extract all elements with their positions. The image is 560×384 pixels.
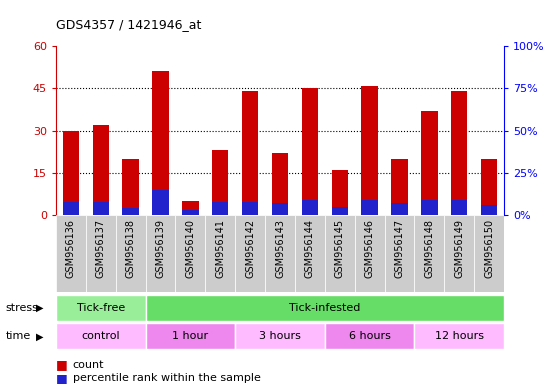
- Bar: [265, 215, 295, 292]
- Bar: [414, 215, 444, 292]
- Bar: [56, 323, 146, 349]
- Bar: [332, 207, 348, 215]
- Bar: [361, 200, 378, 215]
- Bar: [325, 215, 354, 292]
- Bar: [242, 202, 258, 215]
- Text: GSM956150: GSM956150: [484, 219, 494, 278]
- Bar: [212, 150, 228, 215]
- Bar: [212, 202, 228, 215]
- Bar: [123, 208, 139, 215]
- Bar: [451, 200, 468, 215]
- Text: Tick-free: Tick-free: [77, 303, 125, 313]
- Text: GSM956138: GSM956138: [125, 219, 136, 278]
- Text: GSM956140: GSM956140: [185, 219, 195, 278]
- Bar: [391, 203, 408, 215]
- Text: GSM956145: GSM956145: [335, 219, 345, 278]
- Text: GSM956143: GSM956143: [275, 219, 285, 278]
- Text: 6 hours: 6 hours: [349, 331, 390, 341]
- Bar: [175, 215, 206, 292]
- Bar: [63, 202, 79, 215]
- Bar: [361, 86, 378, 215]
- Bar: [272, 153, 288, 215]
- Bar: [146, 323, 235, 349]
- Bar: [481, 205, 497, 215]
- Bar: [272, 203, 288, 215]
- Bar: [152, 71, 169, 215]
- Bar: [116, 215, 146, 292]
- Text: GSM956136: GSM956136: [66, 219, 76, 278]
- Bar: [235, 215, 265, 292]
- Text: GSM956146: GSM956146: [365, 219, 375, 278]
- Text: 12 hours: 12 hours: [435, 331, 484, 341]
- Bar: [182, 210, 199, 215]
- Bar: [86, 215, 116, 292]
- Bar: [152, 190, 169, 215]
- Bar: [444, 215, 474, 292]
- Text: control: control: [82, 331, 120, 341]
- Text: GSM956141: GSM956141: [215, 219, 225, 278]
- Bar: [56, 215, 86, 292]
- Bar: [123, 159, 139, 215]
- Text: time: time: [6, 331, 31, 341]
- Text: GDS4357 / 1421946_at: GDS4357 / 1421946_at: [56, 18, 202, 31]
- Bar: [302, 88, 318, 215]
- Bar: [385, 215, 414, 292]
- Bar: [63, 131, 79, 215]
- Text: GSM956137: GSM956137: [96, 219, 106, 278]
- Text: GSM956147: GSM956147: [394, 219, 404, 278]
- Bar: [414, 323, 504, 349]
- Bar: [325, 323, 414, 349]
- Text: GSM956139: GSM956139: [156, 219, 166, 278]
- Text: ▶: ▶: [36, 331, 44, 341]
- Bar: [421, 111, 437, 215]
- Bar: [451, 91, 468, 215]
- Text: percentile rank within the sample: percentile rank within the sample: [73, 373, 260, 383]
- Text: GSM956149: GSM956149: [454, 219, 464, 278]
- Bar: [146, 215, 175, 292]
- Text: GSM956144: GSM956144: [305, 219, 315, 278]
- Bar: [92, 125, 109, 215]
- Bar: [474, 215, 504, 292]
- Text: ▶: ▶: [36, 303, 44, 313]
- Text: 1 hour: 1 hour: [172, 331, 208, 341]
- Text: 3 hours: 3 hours: [259, 331, 301, 341]
- Bar: [56, 295, 146, 321]
- Bar: [146, 295, 504, 321]
- Text: ■: ■: [56, 372, 68, 384]
- Bar: [481, 159, 497, 215]
- Bar: [242, 91, 258, 215]
- Bar: [235, 323, 325, 349]
- Bar: [206, 215, 235, 292]
- Bar: [92, 202, 109, 215]
- Text: GSM956142: GSM956142: [245, 219, 255, 278]
- Text: count: count: [73, 360, 104, 370]
- Bar: [354, 215, 385, 292]
- Bar: [391, 159, 408, 215]
- Bar: [295, 215, 325, 292]
- Bar: [302, 200, 318, 215]
- Text: ■: ■: [56, 358, 68, 371]
- Bar: [332, 170, 348, 215]
- Bar: [421, 200, 437, 215]
- Text: Tick-infested: Tick-infested: [289, 303, 361, 313]
- Text: stress: stress: [6, 303, 39, 313]
- Text: GSM956148: GSM956148: [424, 219, 435, 278]
- Bar: [182, 201, 199, 215]
